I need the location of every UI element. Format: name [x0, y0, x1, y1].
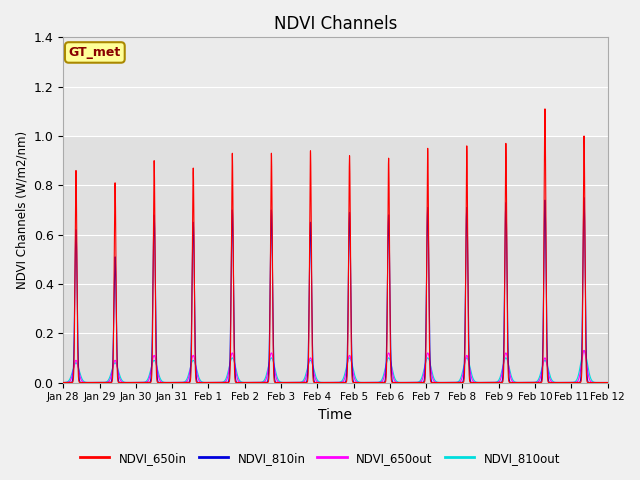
NDVI_650in	[603, 380, 611, 385]
NDVI_650in	[532, 380, 540, 385]
NDVI_810out	[304, 363, 312, 369]
NDVI_810in	[580, 195, 588, 201]
NDVI_650in	[541, 106, 548, 112]
NDVI_810in	[60, 380, 67, 385]
Title: NDVI Channels: NDVI Channels	[274, 15, 397, 33]
NDVI_810out	[60, 380, 67, 385]
NDVI_650out	[596, 380, 604, 385]
Line: NDVI_650out: NDVI_650out	[63, 350, 607, 383]
NDVI_650in	[407, 380, 415, 385]
NDVI_810out	[407, 380, 415, 385]
NDVI_650out	[532, 380, 540, 385]
Line: NDVI_810out: NDVI_810out	[63, 350, 607, 383]
Line: NDVI_650in: NDVI_650in	[63, 109, 607, 383]
NDVI_650in	[604, 380, 611, 385]
NDVI_810out	[580, 348, 588, 353]
NDVI_810out	[603, 380, 611, 385]
NDVI_650out	[407, 380, 415, 385]
NDVI_810out	[548, 376, 556, 382]
NDVI_650out	[580, 348, 588, 353]
NDVI_810in	[407, 380, 415, 385]
NDVI_650in	[60, 380, 67, 385]
NDVI_810in	[304, 360, 312, 366]
X-axis label: Time: Time	[319, 408, 353, 422]
NDVI_810in	[596, 380, 604, 385]
Line: NDVI_810in: NDVI_810in	[63, 198, 607, 383]
NDVI_810out	[532, 379, 540, 384]
NDVI_810in	[604, 380, 611, 385]
NDVI_650out	[60, 380, 67, 385]
NDVI_810out	[604, 380, 611, 385]
Y-axis label: NDVI Channels (W/m2/nm): NDVI Channels (W/m2/nm)	[15, 131, 28, 289]
Bar	[63, 37, 607, 136]
NDVI_810out	[596, 380, 604, 385]
NDVI_650out	[548, 379, 556, 384]
NDVI_650out	[304, 364, 312, 370]
NDVI_650out	[603, 380, 611, 385]
Legend: NDVI_650in, NDVI_810in, NDVI_650out, NDVI_810out: NDVI_650in, NDVI_810in, NDVI_650out, NDV…	[75, 447, 565, 469]
NDVI_810in	[603, 380, 611, 385]
NDVI_650out	[604, 380, 611, 385]
NDVI_810in	[548, 380, 556, 385]
NDVI_650in	[596, 380, 604, 385]
NDVI_810in	[532, 380, 540, 385]
Text: GT_met: GT_met	[68, 46, 121, 59]
NDVI_650in	[304, 373, 312, 379]
NDVI_650in	[548, 380, 556, 385]
